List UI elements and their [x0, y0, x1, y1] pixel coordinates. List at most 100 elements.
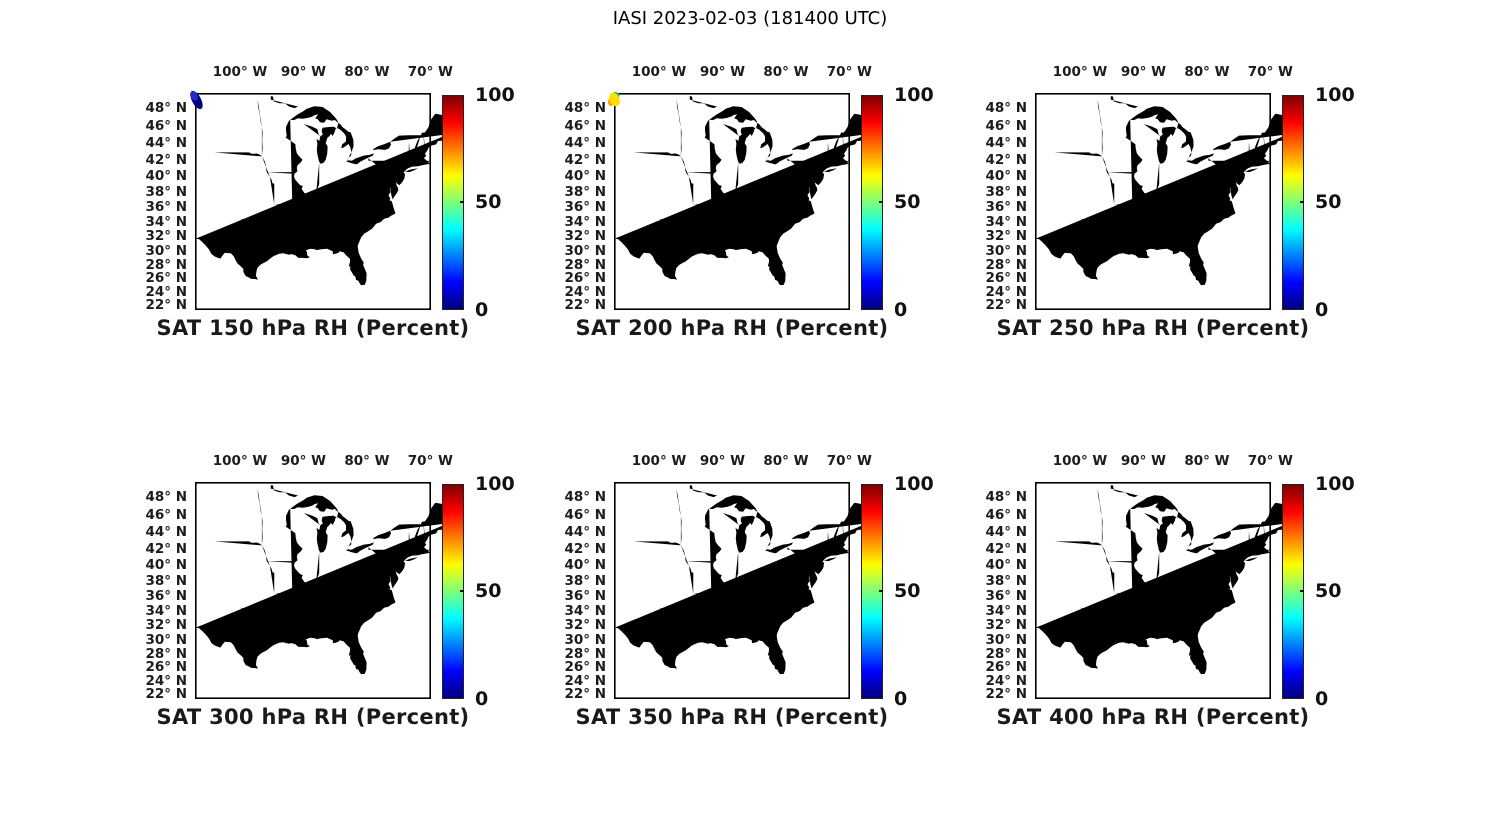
panel-sat-400: 100° W 90° W 80° W 70° W 48° N 46° N 44° N 42°… [973, 449, 1365, 751]
observation-patch [609, 92, 620, 107]
us-state-map [608, 92, 868, 310]
lat-tick-label: 34° N [145, 602, 187, 619]
lat-tick-label: 42° N [564, 151, 606, 168]
lat-tick-label: 36° N [145, 198, 187, 215]
colorbar-min-label: 0 [894, 688, 908, 710]
colorbar-max-label: 100 [894, 473, 934, 495]
colorbar-max-label: 100 [1315, 84, 1355, 106]
lon-tick-label: 70° W [407, 64, 453, 80]
panel-sat-250: 100° W 90° W 80° W 70° W 48° N 46° N 44° N 42°… [973, 60, 1365, 362]
map-frame [614, 93, 850, 310]
lat-tick-label: 28° N [564, 645, 606, 662]
lat-tick-label: 36° N [985, 587, 1027, 604]
lat-tick-label: 40° N [145, 556, 187, 573]
lon-tick-label: 100° W [1052, 64, 1108, 80]
lat-tick-label: 28° N [145, 645, 187, 662]
lat-tick-label: 40° N [564, 167, 606, 184]
lat-tick-label: 34° N [564, 213, 606, 230]
colorbar-mid-label: 50 [894, 191, 921, 213]
lat-tick-label: 36° N [985, 198, 1027, 215]
colorbar-mid-tick [879, 590, 883, 592]
lon-tick-label: 70° W [826, 453, 872, 469]
colorbar-mid-label: 50 [1315, 580, 1342, 602]
lat-tick-label: 40° N [985, 167, 1027, 184]
lat-tick-label: 24° N [985, 672, 1027, 689]
colorbar-min-label: 0 [1315, 299, 1329, 321]
panel-title: SAT 300 hPa RH (Percent) [156, 705, 470, 729]
lat-tick-label: 48° N [145, 488, 187, 505]
lat-tick-label: 48° N [985, 488, 1027, 505]
lon-tick-label: 90° W [699, 64, 746, 80]
lat-tick-label: 32° N [145, 617, 187, 634]
lat-tick-label: 24° N [564, 672, 606, 689]
colorbar-mid-label: 50 [894, 580, 921, 602]
lat-tick-label: 32° N [145, 228, 187, 245]
lat-tick-label: 30° N [985, 631, 1027, 648]
lat-tick-label: 22° N [145, 297, 187, 314]
lat-tick-label: 46° N [564, 117, 606, 134]
colorbar-max-label: 100 [1315, 473, 1355, 495]
colorbar-max-label: 100 [894, 84, 934, 106]
panel-sat-350: 100° W 90° W 80° W 70° W 48° N 46° N 44° N 42°… [552, 449, 944, 751]
lat-tick-label: 30° N [564, 631, 606, 648]
lat-tick-label: 28° N [985, 645, 1027, 662]
lat-tick-label: 34° N [564, 602, 606, 619]
lat-tick-label: 40° N [564, 556, 606, 573]
lat-tick-label: 38° N [985, 572, 1027, 589]
lat-tick-label: 42° N [985, 540, 1027, 557]
lat-tick-label: 38° N [564, 572, 606, 589]
lat-tick-label: 22° N [985, 297, 1027, 314]
lat-tick-label: 28° N [985, 256, 1027, 273]
colorbar-mid-tick [1300, 590, 1304, 592]
lon-tick-label: 90° W [280, 64, 327, 80]
lon-tick-label: 70° W [1247, 64, 1293, 80]
lat-tick-label: 36° N [564, 198, 606, 215]
lat-tick-label: 26° N [564, 659, 606, 676]
lat-tick-label: 48° N [564, 488, 606, 505]
lat-tick-label: 30° N [985, 242, 1027, 259]
map-frame [1035, 93, 1271, 310]
lat-tick-label: 46° N [564, 506, 606, 523]
lon-tick-label: 80° W [1184, 453, 1230, 469]
lat-tick-label: 34° N [985, 602, 1027, 619]
us-state-map [1035, 93, 1289, 310]
colorbar-mid-label: 50 [1315, 191, 1342, 213]
us-state-map [1035, 482, 1289, 699]
lon-tick-label: 90° W [1120, 453, 1167, 469]
panel-title: SAT 200 hPa RH (Percent) [575, 316, 889, 340]
lon-tick-label: 90° W [280, 453, 327, 469]
lat-tick-label: 22° N [564, 297, 606, 314]
lon-tick-label: 70° W [407, 453, 453, 469]
lat-tick-label: 44° N [564, 523, 606, 540]
lat-tick-label: 24° N [145, 283, 187, 300]
lat-tick-label: 44° N [985, 523, 1027, 540]
map-frame [195, 93, 431, 310]
lat-tick-label: 26° N [564, 270, 606, 287]
lat-tick-label: 42° N [145, 540, 187, 557]
lat-tick-label: 40° N [985, 556, 1027, 573]
lat-tick-label: 46° N [145, 117, 187, 134]
lat-tick-label: 46° N [145, 506, 187, 523]
lat-tick-label: 32° N [985, 617, 1027, 634]
lat-tick-label: 40° N [145, 167, 187, 184]
lat-tick-label: 44° N [985, 134, 1027, 151]
colorbar-min-label: 0 [1315, 688, 1329, 710]
lat-tick-label: 48° N [564, 99, 606, 116]
lat-tick-label: 30° N [145, 242, 187, 259]
us-state-map [190, 90, 449, 310]
lat-tick-label: 32° N [985, 228, 1027, 245]
lat-tick-label: 38° N [985, 183, 1027, 200]
lon-tick-label: 80° W [1184, 64, 1230, 80]
colorbar-min-label: 0 [475, 688, 489, 710]
lon-tick-label: 70° W [826, 64, 872, 80]
panel-title: SAT 350 hPa RH (Percent) [575, 705, 889, 729]
lon-tick-label: 100° W [212, 64, 268, 80]
us-state-map [614, 482, 868, 699]
lat-tick-label: 46° N [985, 117, 1027, 134]
lat-tick-label: 42° N [145, 151, 187, 168]
lat-tick-label: 32° N [564, 228, 606, 245]
lat-tick-label: 36° N [145, 587, 187, 604]
figure-title: IASI 2023-02-03 (181400 UTC) [612, 8, 888, 29]
panel-title: SAT 250 hPa RH (Percent) [996, 316, 1310, 340]
